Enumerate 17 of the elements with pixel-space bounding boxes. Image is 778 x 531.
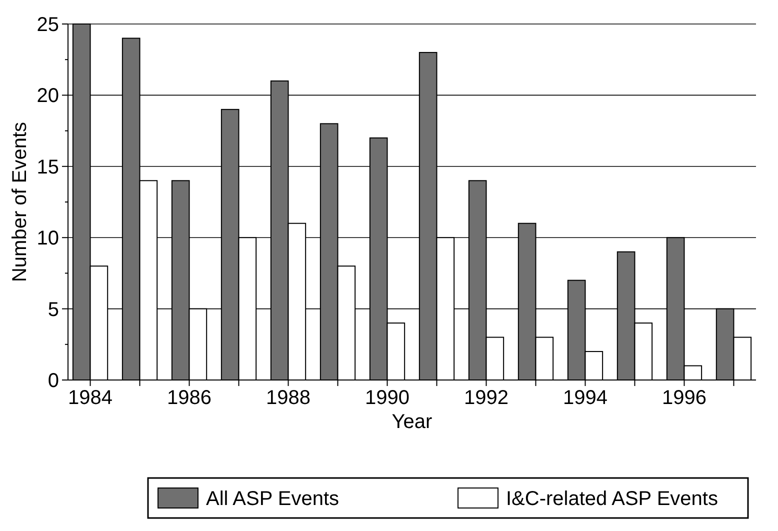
x-tick-label: 1994 — [562, 387, 608, 409]
x-tick-label: 1986 — [167, 387, 212, 409]
x-tick-label: 1996 — [662, 387, 706, 409]
legend-label: All ASP Events — [206, 488, 340, 510]
x-tick-label: 1990 — [365, 387, 410, 409]
y-tick-label: 25 — [36, 14, 59, 36]
y-tick-label: 15 — [36, 156, 59, 178]
x-tick-label: 1984 — [68, 387, 113, 409]
legend-label: I&C-related ASP Events — [506, 488, 718, 510]
y-axis-title: Number of Events — [9, 122, 31, 282]
x-tick-label: 1988 — [266, 387, 311, 409]
x-axis-title: Year — [392, 411, 433, 433]
y-tick-label: 10 — [36, 228, 59, 250]
y-tick-label: 0 — [48, 370, 59, 392]
y-tick-label: 5 — [48, 298, 59, 321]
x-tick-label: 1992 — [464, 387, 508, 409]
y-tick-label: 20 — [36, 85, 59, 108]
